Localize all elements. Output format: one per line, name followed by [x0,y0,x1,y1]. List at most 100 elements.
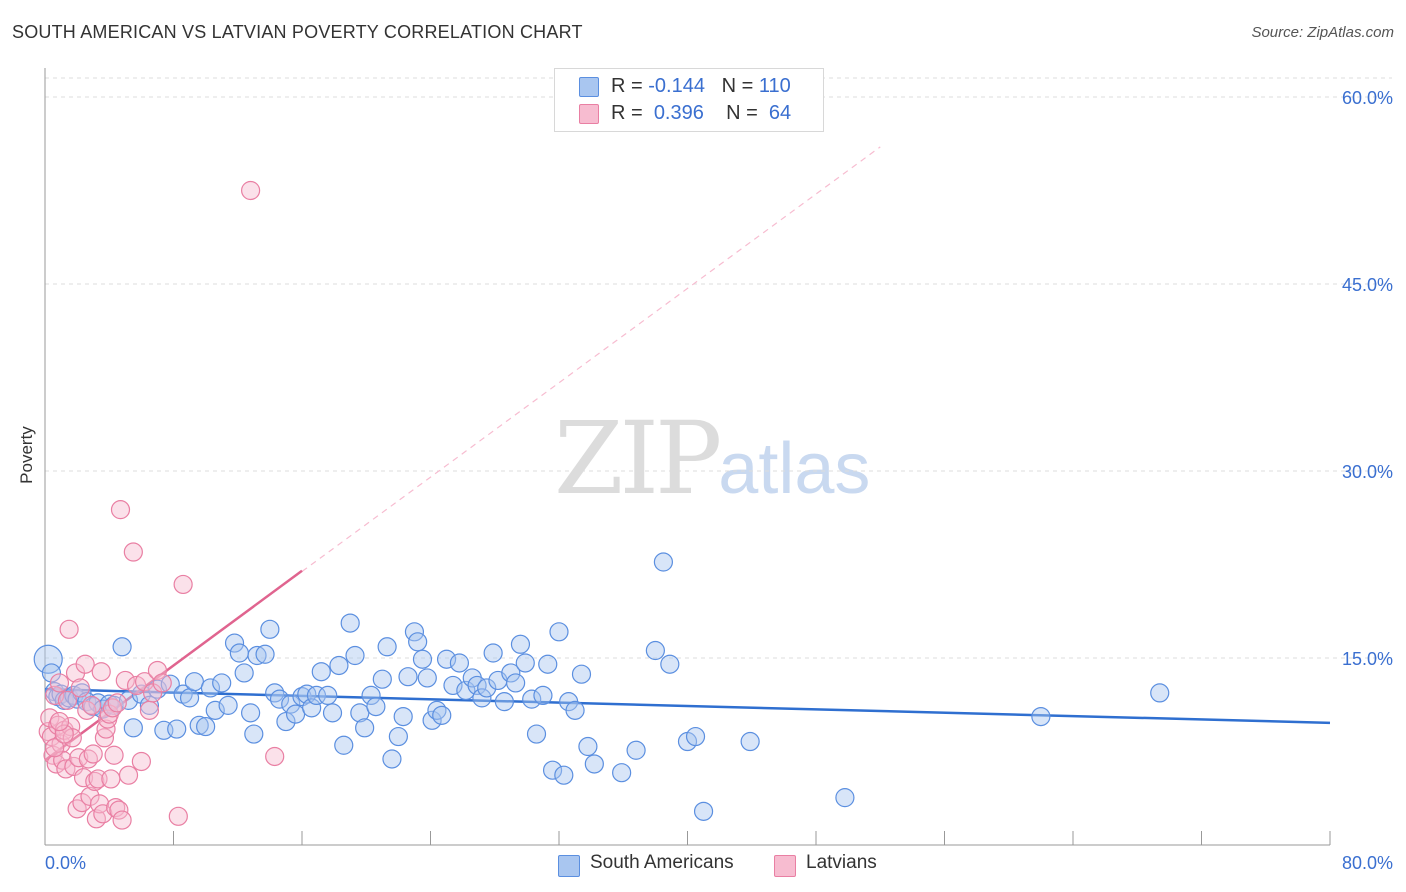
latvians-point [57,690,78,710]
south-americans-point [571,664,592,684]
south-americans-point [269,689,290,709]
south-americans-point [388,726,408,747]
latvians-point [85,771,105,792]
south-americans-point [205,700,225,720]
south-americans-point [334,735,354,755]
south-americans-point [578,736,598,757]
legend-swatch-blue [579,77,599,97]
south-americans-point [645,640,665,661]
south-americans-point [234,663,254,683]
south-americans-point [542,760,563,780]
south-americans-point [449,653,470,673]
latvians-point [45,685,65,706]
data-points [33,180,1170,830]
latvians-point [83,744,103,764]
south-americans-point [196,716,216,737]
south-americans-point [685,726,706,747]
south-americans-point [432,705,452,725]
south-americans-point [311,662,331,682]
south-americans-point [515,653,535,673]
south-americans-point [538,654,558,674]
south-americans-point [212,673,232,693]
south-americans-point [255,644,275,664]
south-americans-point [200,678,221,698]
latvians-point [96,719,116,739]
latvians-point [73,768,94,788]
south-americans-point [398,667,418,687]
latvians-point [173,574,193,595]
south-americans-point [224,633,245,653]
latvians-point [45,738,65,758]
south-americans-point [322,703,343,723]
south-americans-point [285,704,306,724]
latvians-point [54,724,74,744]
south-americans-point [189,715,209,735]
legend-n-label: N = [721,75,754,97]
latvians-point [91,662,111,682]
latvians-point [49,673,70,693]
latvians-point [106,797,126,818]
south-americans-point [510,634,531,654]
south-americans-point [554,765,574,785]
latvians-point [86,809,107,829]
south-americans-point [366,697,386,717]
south-americans-point [612,763,632,783]
south-americans-point [417,668,437,688]
south-americans-point [494,692,514,712]
legend-r-label: R = [611,102,643,124]
south-americans-point [329,655,349,676]
bottom-legend-label: South Americans [590,852,734,873]
south-americans-point [281,694,301,714]
y-tick-label: 15.0% [1342,649,1393,669]
latvians-point [147,660,168,681]
latvians-point [110,500,131,520]
south-americans-point [93,699,113,719]
stats-legend: R = -0.144 N = 110 R = 0.396 N = 64 [554,68,824,132]
south-americans-point [393,706,413,727]
latvians-point [75,654,95,674]
latvians-point [139,700,160,720]
south-americans-point [526,724,547,744]
south-americans-point [1150,683,1170,703]
latvians-trend-line [44,569,303,762]
south-americans-point [361,685,381,706]
south-americans-point [377,637,397,657]
latvians-point [118,765,139,785]
south-americans-point [139,695,160,715]
south-americans-point [33,644,63,674]
south-americans-point [408,632,428,652]
south-americans-point [302,698,322,718]
latvians-point [40,708,60,728]
latvians-point [241,180,261,201]
south-americans-point [355,718,375,738]
south-americans-point [229,643,249,663]
latvians-point [56,759,76,779]
south-americans-point [345,645,365,666]
legend-n-value: 110 [758,75,791,97]
south-americans-point [506,673,526,693]
latvians-point [168,806,188,826]
bottom-legend-swatch-blue [558,855,580,877]
south-americans-point [412,649,433,669]
source-label: Source: ZipAtlas.com [1251,24,1394,41]
latvians-point [112,810,132,830]
south-americans-point [247,645,267,666]
y-tick-label: 45.0% [1342,275,1393,295]
south-americans-point [123,718,143,738]
south-americans-point [501,663,521,683]
latvians-point [59,619,79,639]
trend-lines [44,146,1331,762]
south-americans-trend-line [44,687,1331,725]
south-americans-point [472,688,492,708]
latvians-point [80,786,100,806]
latvians-point [107,693,127,713]
south-americans-point [41,663,62,683]
south-americans-point [372,669,392,689]
latvians-trend-extension [44,146,881,761]
south-americans-point [306,685,327,706]
south-americans-point [653,552,674,572]
latvians-point [70,678,90,698]
latvians-point [152,673,172,693]
latvians-point [49,711,70,732]
south-americans-point [276,711,296,732]
